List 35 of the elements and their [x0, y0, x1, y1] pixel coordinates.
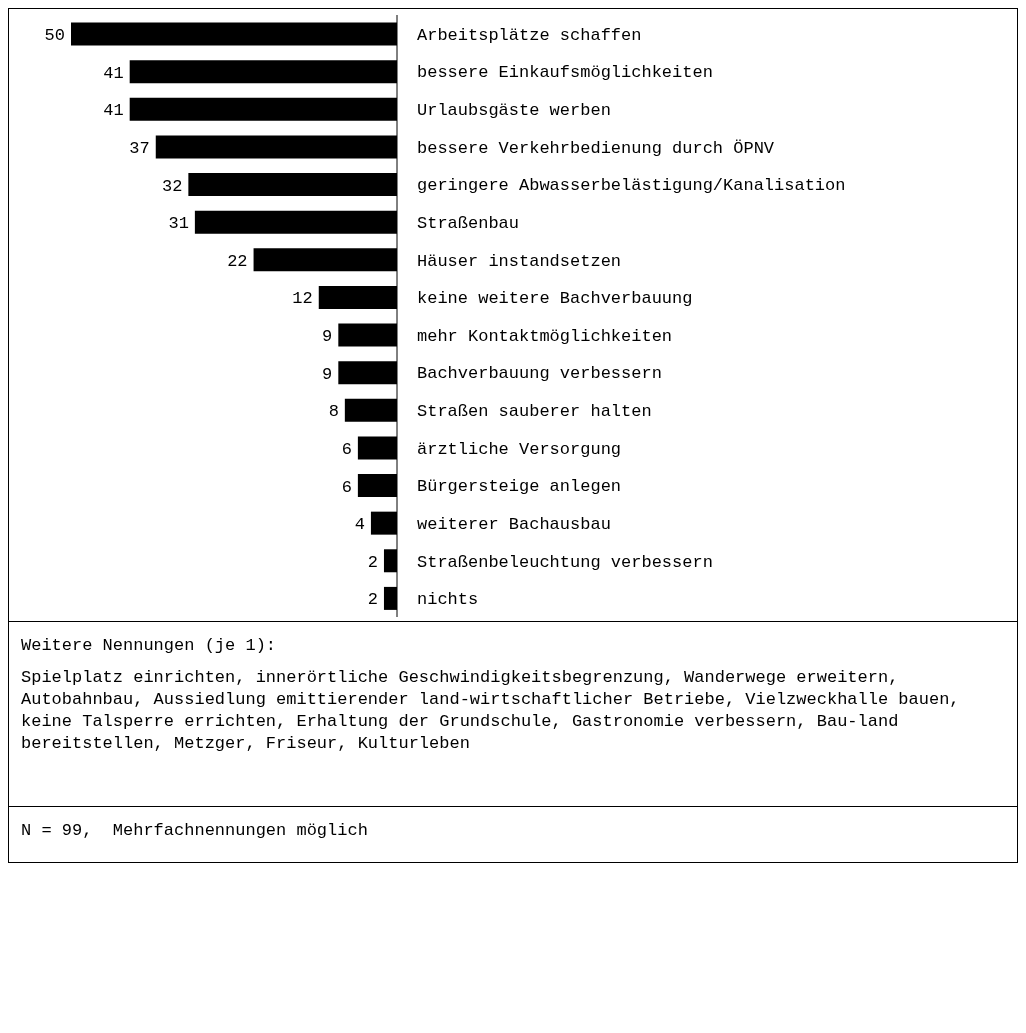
data-label: 50 — [44, 26, 65, 46]
y-tick-label: Straßen sauberer halten — [417, 402, 652, 422]
y-tick-label: bessere Verkehrbedienung durch ÖPNV — [417, 138, 775, 158]
text: Weitere Nennungen (je 1): — [21, 636, 278, 655]
data-label: 2 — [367, 552, 378, 572]
y-tick-label: Urlaubsgäste werben — [417, 101, 611, 121]
y-tick-label: Arbeitsplätze schaffen — [417, 25, 642, 45]
y-tick-label: Bürgersteige anlegen — [417, 477, 622, 497]
data-label: 6 — [341, 439, 352, 459]
y-tick-label: ärztliche Versorgung — [417, 439, 622, 459]
text: N = 99, Mehrfachnennungen möglich — [9, 806, 1017, 862]
y-tick-label: Straßenbeleuchtung verbessern — [417, 552, 713, 572]
data-label: 41 — [103, 101, 124, 121]
data-label: 31 — [168, 214, 189, 234]
data-label: 32 — [161, 176, 183, 196]
data-label: 9 — [322, 327, 333, 347]
data-label: 41 — [103, 63, 124, 83]
y-tick-label: geringere Abwasserbelästigung/Kanalisation — [417, 176, 846, 196]
data-label: 4 — [354, 515, 365, 535]
y-tick-label: bessere Einkaufsmöglichkeiten — [417, 63, 713, 83]
data-label: 12 — [292, 289, 313, 309]
data-label: 22 — [227, 251, 248, 271]
y-tick-label: Straßenbau — [417, 213, 520, 233]
y-tick-label: keine weitere Bachverbauung — [417, 289, 693, 309]
y-tick-label: Häuser instandsetzen — [417, 251, 622, 271]
data-label: 37 — [129, 138, 150, 158]
data-label: 6 — [341, 477, 352, 497]
data-label: 8 — [328, 402, 339, 422]
data-label: 9 — [322, 364, 333, 384]
y-tick-label: nichts — [417, 590, 479, 610]
y-tick-label: weiterer Bachausbau — [417, 514, 611, 534]
y-tick-label: Bachverbauung verbessern — [417, 364, 662, 384]
text: Spielplatz einrichten, innerörtliche Geschwindigkeitsbegrenzung, Wanderwege erweitern, Autobahnbau, Aussiedlung emittierender land-wirtschaftlicher Betriebe, Vielzweckhalle bauen, keine Talsperre errichten, Erhaltung der Grundschule, Gastronomie verbessern, Bau-land bereitstellen, Metzger, Friseur, Kulturleben — [21, 667, 961, 755]
data-label: 2 — [367, 590, 378, 610]
y-tick-label: mehr Kontaktmöglichkeiten — [417, 326, 673, 346]
